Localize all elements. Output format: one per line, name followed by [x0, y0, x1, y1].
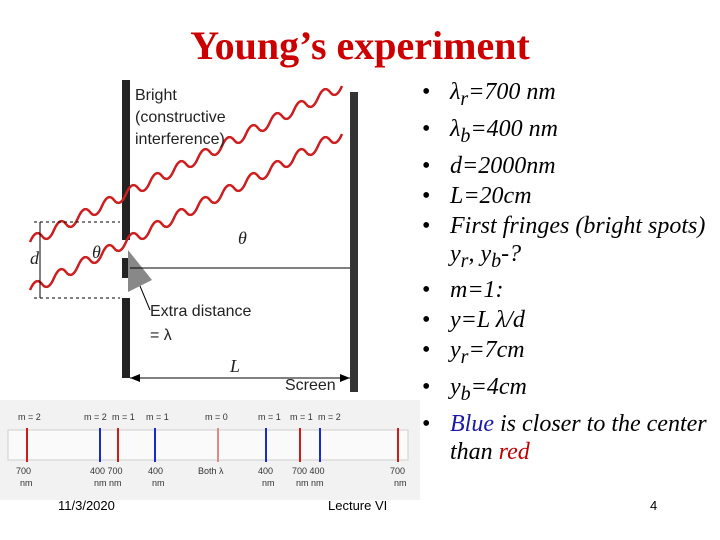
extra-distance-label: Extra distance [150, 303, 251, 320]
wavelength-unit: nm [20, 478, 33, 488]
order-label: m = 2 [18, 412, 41, 422]
slit-barrier-top [122, 80, 130, 240]
wavelength-unit: nm [394, 478, 407, 488]
bullet-L: L=20cm [420, 182, 715, 210]
wavelength-label: 700 400 [292, 466, 325, 476]
wavelength-label: 400 [258, 466, 273, 476]
order-label: m = 2 [318, 412, 341, 422]
spectrum-band [7, 429, 409, 461]
bullet-m1: m=1: [420, 276, 715, 304]
extra-distance-wedge [128, 250, 152, 292]
slit-barrier-middle [122, 258, 130, 278]
bullet-first-fringes: First fringes (bright spots) yr, yb-? [420, 212, 715, 275]
order-label: m = 1 [258, 412, 281, 422]
order-label: m = 0 [205, 412, 228, 422]
order-label: m = 1 [146, 412, 169, 422]
footer-lecture: Lecture VI [328, 498, 388, 513]
wavelength-label: 400 700 [90, 466, 123, 476]
page-number: 4 [650, 498, 658, 513]
wave-ray-lower [28, 133, 344, 291]
bright-label-2: (constructive [135, 109, 226, 126]
bullet-lambda-b: λb=400 nm [420, 115, 715, 150]
wavelength-unit: nm [152, 478, 165, 488]
wavelength-unit: nm nm [296, 478, 324, 488]
d-label: d [30, 248, 40, 268]
screen-label: Screen [285, 377, 336, 394]
bright-label-3: interference) [135, 131, 225, 148]
bullet-formula: y=L λ/d [420, 306, 715, 334]
order-label: m = 2 [84, 412, 107, 422]
order-label: m = 1 [112, 412, 135, 422]
equals-lambda-label: = λ [150, 327, 172, 344]
wavelength-label: 700 [16, 466, 31, 476]
theta-left: θ [92, 242, 101, 262]
wavelength-label: Both λ [198, 466, 224, 476]
fringe-spectrum: m = 2 m = 2 m = 1 m = 1 m = 0 m = 1 m = … [0, 400, 420, 500]
bullet-list: λr=700 nm λb=400 nm d=2000nm L=20cm Firs… [420, 78, 715, 468]
L-label: L [229, 356, 240, 376]
wavelength-unit: nm [262, 478, 275, 488]
screen [350, 92, 358, 392]
wavelength-label: 400 [148, 466, 163, 476]
slide-title: Young’s experiment [190, 23, 530, 68]
bullet-lambda-r: λr=700 nm [420, 78, 715, 113]
wave-ray-upper [28, 85, 344, 243]
slit-barrier-bottom [122, 298, 130, 378]
bullet-yb: yb=4cm [420, 373, 715, 408]
wavelength-label: 700 [390, 466, 405, 476]
bright-label-1: Bright [135, 87, 177, 104]
bullet-conclusion: Blue is closer to the center than red [420, 410, 715, 466]
bullet-d: d=2000nm [420, 152, 715, 180]
footer-date: 11/3/2020 [58, 498, 115, 513]
bullet-yr: yr=7cm [420, 336, 715, 371]
wavelength-unit: nm nm [94, 478, 122, 488]
order-label: m = 1 [290, 412, 313, 422]
theta-right: θ [238, 228, 247, 248]
double-slit-diagram: Bright (constructive interference) θ θ d… [28, 80, 358, 394]
